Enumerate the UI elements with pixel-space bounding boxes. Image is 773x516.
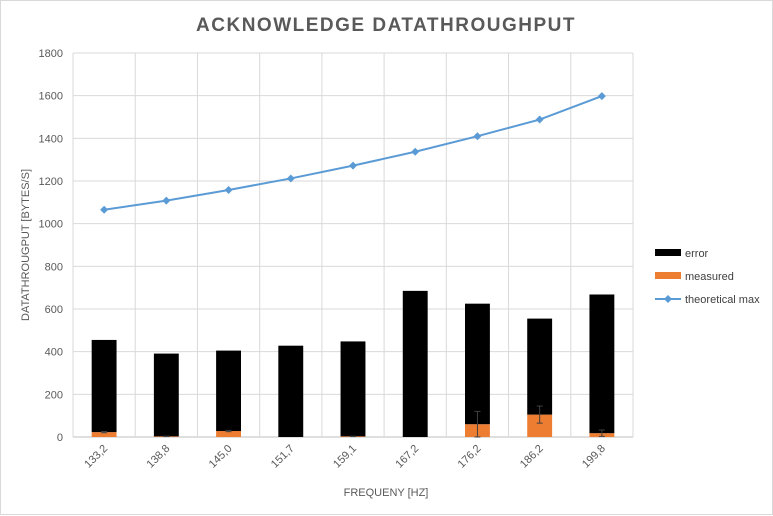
legend-label-theoretical-max: theoretical max <box>685 294 760 306</box>
y-tick-label: 1800 <box>39 48 63 60</box>
bar-error <box>340 341 366 437</box>
x-tick-labels: 133,2 138,8 145,0 151,7 159,1 167,2 176,2 186,2… <box>82 443 608 471</box>
legend-swatch-measured <box>655 272 681 279</box>
x-tick-label: 133,2 <box>82 443 110 471</box>
bar-error <box>216 350 241 432</box>
y-axis-label: DATATHROUGPUT [BYTES/S] <box>20 169 32 321</box>
bar-error <box>91 339 117 433</box>
error-bars <box>101 405 605 438</box>
x-tick-label: 159,1 <box>331 443 359 471</box>
legend-label-error: error <box>685 248 709 260</box>
legend-marker-theoretical-max <box>664 295 672 303</box>
y-tick-label: 800 <box>45 261 63 273</box>
point-theoretical-max <box>597 92 606 101</box>
bar-measured <box>216 431 241 437</box>
x-tick-label: 145,0 <box>207 443 235 471</box>
x-axis-label: FREQUENY [HZ] <box>344 487 429 499</box>
y-tick-label: 1400 <box>39 133 63 145</box>
point-theoretical-max <box>286 174 295 183</box>
theoretical-max-line <box>100 92 606 214</box>
bar-error <box>153 353 179 437</box>
bar-error <box>589 294 615 434</box>
point-theoretical-max <box>224 185 233 194</box>
legend-swatch-error <box>655 249 681 256</box>
y-tick-label: 0 <box>57 432 63 444</box>
chart-title: ACKNOWLEDGE DATATHROUGHPUT <box>196 15 576 36</box>
point-theoretical-max <box>473 132 482 141</box>
point-theoretical-max <box>100 205 109 214</box>
bar-measured <box>91 432 117 437</box>
x-tick-label: 176,2 <box>456 443 484 471</box>
grid-lines <box>72 52 634 438</box>
y-tick-label: 400 <box>45 347 63 359</box>
x-tick-label: 167,2 <box>393 443 421 471</box>
series-line-theoretical-max <box>103 95 603 211</box>
bars <box>91 290 615 437</box>
point-theoretical-max <box>535 115 544 124</box>
bar-measured <box>527 414 553 437</box>
point-theoretical-max <box>349 161 357 170</box>
bar-error <box>527 318 553 415</box>
bar-error <box>278 345 304 437</box>
legend: error measured theoretical max <box>655 248 760 306</box>
x-tick-label: 138,8 <box>145 443 173 471</box>
point-theoretical-max <box>411 147 420 156</box>
y-tick-label: 200 <box>45 389 63 401</box>
legend-label-measured: measured <box>685 271 734 283</box>
point-theoretical-max <box>162 196 171 205</box>
y-tick-label: 600 <box>45 304 63 316</box>
x-tick-label: 151,7 <box>269 443 297 471</box>
y-tick-label: 1000 <box>39 219 63 231</box>
y-tick-label: 1200 <box>39 176 63 188</box>
x-tick-label: 199,8 <box>580 443 608 471</box>
y-tick-label: 1600 <box>39 91 63 103</box>
y-tick-labels: 0 200 400 600 800 1000 1200 1400 1600 1800 <box>39 48 63 444</box>
x-tick-label: 186,2 <box>518 443 546 471</box>
bar-error <box>402 290 428 437</box>
bar-error <box>465 303 490 425</box>
